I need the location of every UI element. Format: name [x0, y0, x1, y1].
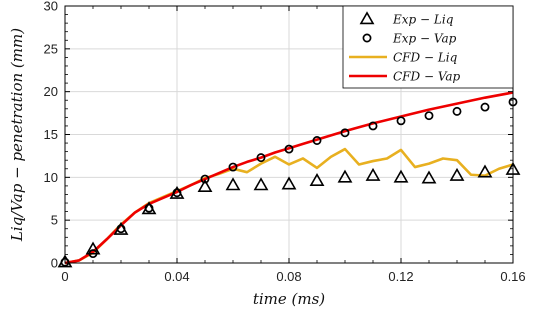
data-point-circle	[116, 224, 126, 234]
data-point-circle	[284, 144, 294, 154]
data-point-circle	[452, 106, 462, 116]
data-point-circle	[340, 128, 350, 138]
data-point-circle	[312, 136, 322, 145]
x-tick-label: 0.16	[500, 269, 525, 284]
data-point-circle	[88, 249, 98, 259]
data-point-circle	[480, 102, 490, 112]
data-point-circle	[256, 153, 266, 163]
x-tick-label: 0.08	[276, 269, 301, 284]
data-point-circle	[368, 121, 378, 131]
x-tick-label: 0.12	[388, 269, 413, 284]
series-layer	[57, 91, 521, 268]
data-point-circle	[424, 111, 434, 121]
data-point-triangle	[85, 241, 101, 255]
x-axis-label: time (ms)	[253, 290, 325, 308]
legend-swatch	[362, 33, 372, 43]
legend-label: Exp − Liq	[392, 13, 454, 27]
data-point-triangle	[225, 177, 241, 191]
data-point-circle	[144, 203, 154, 213]
legend-label: CFD − Liq	[393, 51, 458, 65]
legend-swatch	[359, 11, 375, 25]
legend-entry-exp-liq: Exp − Liq	[359, 11, 454, 27]
ticks: 0 0.04 0.08 0.12 0.16 0 5 10 15 20 25 30	[44, 0, 526, 284]
data-point-triangle	[281, 176, 297, 190]
legend: Exp − Liq Exp − Vap CFD − Liq CFD − Vap	[342, 5, 514, 89]
legend-label: Exp − Vap	[392, 32, 457, 46]
data-point-triangle	[449, 167, 465, 181]
y-tick-label: 30	[44, 0, 58, 14]
data-point-triangle	[337, 169, 353, 183]
legend-entry-cfd-liq: CFD − Liq	[349, 51, 458, 65]
legend-label: CFD − Vap	[393, 70, 461, 84]
series-line-cfd-vap	[64, 91, 514, 265]
data-point-circle	[228, 162, 238, 172]
y-axis-label: Liq/Vap − penetration (mm)	[8, 28, 26, 242]
data-point-triangle	[477, 164, 493, 178]
data-point-triangle	[197, 179, 213, 193]
data-point-circle	[172, 188, 182, 198]
y-tick-label: 5	[51, 213, 58, 228]
y-tick-label: 10	[44, 170, 58, 185]
y-tick-label: 0	[51, 256, 58, 271]
data-point-triangle	[393, 169, 409, 183]
data-point-triangle	[253, 177, 269, 191]
legend-entry-exp-vap: Exp − Vap	[362, 32, 457, 46]
x-tick-label: 0.04	[164, 269, 189, 284]
data-point-triangle	[309, 173, 325, 187]
y-tick-label: 25	[44, 41, 58, 56]
y-tick-label: 20	[44, 84, 58, 99]
data-point-triangle	[421, 170, 437, 184]
data-point-circle	[200, 174, 210, 184]
data-point-circle	[396, 116, 406, 126]
data-point-triangle	[365, 167, 381, 181]
x-tick-label: 0	[61, 269, 68, 284]
y-tick-label: 15	[44, 127, 58, 142]
legend-entry-cfd-vap: CFD − Vap	[349, 70, 461, 84]
